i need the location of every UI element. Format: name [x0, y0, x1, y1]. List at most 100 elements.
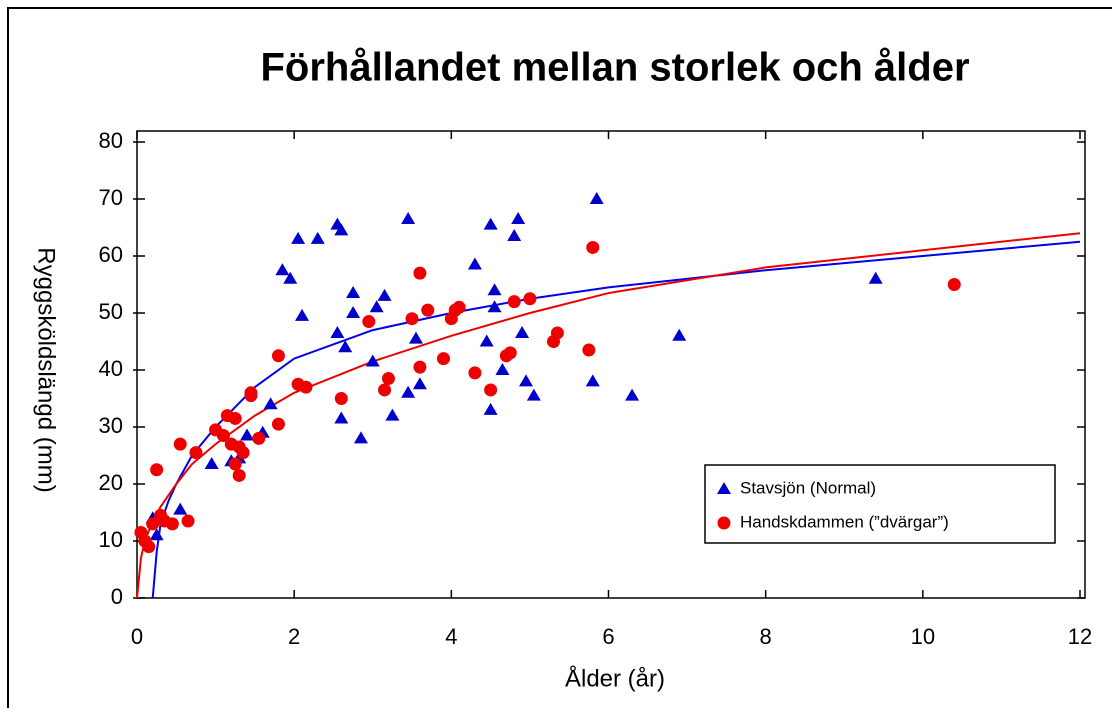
point — [408, 331, 423, 344]
point — [503, 346, 517, 360]
point — [228, 457, 242, 471]
point — [299, 380, 313, 394]
point — [523, 292, 537, 306]
point — [401, 385, 416, 398]
point — [377, 288, 392, 301]
point — [173, 437, 187, 451]
point — [346, 306, 361, 318]
point — [173, 502, 188, 515]
point — [146, 517, 160, 531]
point — [149, 528, 164, 541]
y-tick-label: 10 — [99, 527, 123, 552]
x-tick-label: 8 — [760, 624, 772, 649]
y-axis-label: Ryggsköldslängd (mm) — [33, 247, 60, 492]
point — [421, 303, 435, 317]
point — [271, 349, 285, 363]
legend-marker — [717, 516, 731, 530]
point — [468, 366, 482, 380]
x-tick-label: 10 — [911, 624, 935, 649]
point — [413, 360, 427, 374]
point — [365, 354, 380, 367]
y-tick-label: 40 — [99, 356, 123, 381]
point — [181, 514, 195, 528]
y-tick-label: 80 — [99, 128, 123, 153]
point — [412, 377, 427, 390]
point — [295, 308, 310, 321]
point — [334, 411, 349, 424]
point — [413, 266, 427, 280]
point — [586, 240, 600, 254]
y-tick-label: 30 — [99, 413, 123, 438]
point — [483, 217, 498, 230]
point — [334, 392, 348, 405]
point — [582, 343, 596, 357]
y-tick-label: 70 — [99, 185, 123, 210]
point — [244, 389, 258, 403]
point — [362, 315, 376, 329]
point — [369, 300, 384, 313]
point — [511, 211, 526, 224]
y-tick-label: 20 — [99, 470, 123, 495]
point — [310, 231, 325, 244]
point — [275, 263, 290, 276]
point — [330, 325, 345, 338]
point — [507, 295, 521, 309]
y-tick-label: 0 — [111, 584, 123, 609]
point — [236, 446, 250, 460]
x-tick-label: 0 — [131, 624, 143, 649]
point — [518, 374, 533, 387]
point — [467, 257, 482, 270]
legend-marker — [717, 482, 731, 494]
x-tick-label: 4 — [445, 624, 457, 649]
x-tick-label: 2 — [288, 624, 300, 649]
point — [252, 431, 266, 445]
legend-label: Handskdammen (”dvärgar”) — [740, 512, 949, 531]
point — [353, 431, 368, 444]
point — [550, 326, 564, 340]
point — [526, 388, 541, 401]
legend-label: Stavsjön (Normal) — [740, 478, 876, 497]
point — [401, 211, 416, 224]
point — [291, 231, 306, 244]
point — [487, 283, 502, 296]
point — [405, 312, 419, 326]
point — [189, 446, 203, 460]
point — [436, 352, 450, 366]
point — [283, 271, 298, 284]
point — [483, 402, 498, 415]
point — [452, 300, 466, 314]
point — [346, 286, 361, 299]
point — [334, 223, 349, 236]
x-axis-label: Ålder (år) — [565, 664, 665, 692]
point — [625, 388, 640, 401]
point — [589, 192, 604, 204]
point — [338, 340, 353, 353]
y-tick-label: 50 — [99, 299, 123, 324]
point — [484, 383, 498, 397]
point — [378, 383, 392, 397]
point — [228, 411, 242, 425]
point — [585, 374, 600, 387]
y-tick-label: 60 — [99, 242, 123, 267]
chart-title: Förhållandet mellan storlek och ålder — [260, 46, 969, 90]
point — [216, 429, 230, 443]
point — [507, 229, 522, 242]
point — [271, 417, 285, 431]
plot-frame — [136, 130, 1086, 599]
point — [947, 278, 961, 291]
legend-box — [704, 464, 1056, 544]
point — [515, 325, 530, 338]
point — [479, 334, 494, 347]
point — [165, 517, 179, 531]
outer-frame — [7, 7, 1112, 713]
x-tick-label: 12 — [1068, 624, 1092, 649]
point — [868, 271, 883, 284]
x-tick-label: 6 — [602, 624, 614, 649]
point — [487, 300, 502, 313]
point — [150, 463, 164, 477]
point — [381, 372, 395, 386]
point — [263, 397, 278, 410]
point — [495, 363, 510, 375]
point — [672, 328, 687, 341]
